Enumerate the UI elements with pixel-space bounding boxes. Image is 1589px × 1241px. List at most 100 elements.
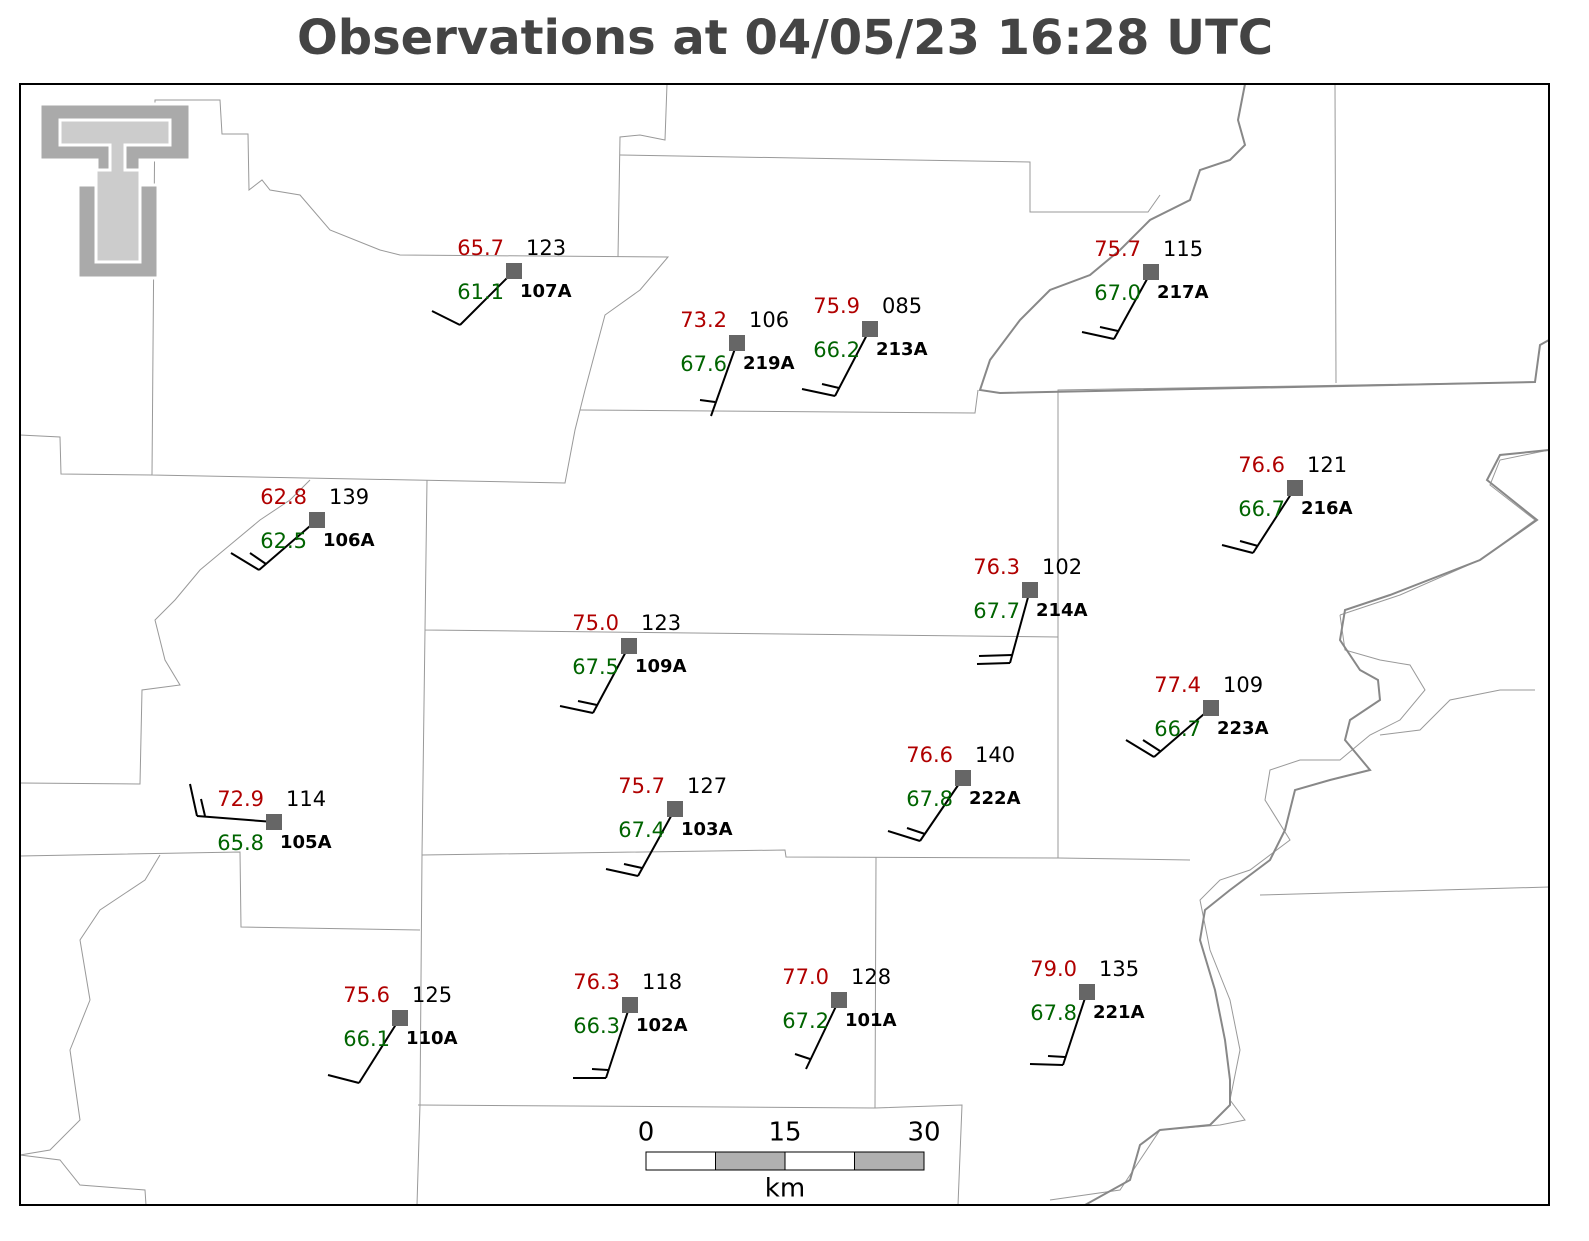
temperature: 79.0	[1030, 957, 1077, 981]
pressure: 106	[749, 308, 789, 332]
dewpoint: 67.8	[1030, 1001, 1077, 1025]
dewpoint: 66.7	[1238, 497, 1285, 521]
wind-barb	[605, 868, 639, 877]
pressure: 123	[641, 611, 681, 635]
wind-barb	[623, 863, 643, 869]
wind-staff	[605, 1004, 631, 1079]
temperature: 75.7	[1094, 237, 1141, 261]
scale-tick-label: 30	[907, 1118, 940, 1148]
station-marker	[955, 770, 971, 786]
station-id: 106A	[323, 530, 375, 551]
pressure: 121	[1307, 453, 1347, 477]
dewpoint: 67.5	[572, 655, 619, 679]
dewpoint: 67.4	[618, 818, 665, 842]
wind-barb	[200, 798, 206, 817]
wind-staff	[1062, 991, 1088, 1066]
map-frame	[19, 83, 1550, 1206]
wind-staff	[1009, 589, 1031, 664]
pressure: 140	[975, 743, 1015, 767]
temperature: 77.0	[782, 965, 829, 989]
pressure: 123	[526, 236, 566, 260]
station-id: 213A	[876, 339, 928, 360]
station-id: 107A	[520, 281, 572, 302]
wind-staff	[258, 519, 318, 571]
dewpoint: 67.2	[782, 1009, 829, 1033]
wind-staff	[805, 999, 840, 1070]
wind-barb	[1142, 739, 1161, 752]
station-marker	[266, 814, 282, 830]
dewpoint: 65.8	[217, 831, 264, 855]
map-title: Observations at 04/05/23 16:28 UTC	[297, 10, 1273, 66]
scale-unit: km	[765, 1174, 805, 1204]
wind-barb	[189, 783, 198, 817]
wind-barb	[976, 662, 1011, 665]
station-marker	[621, 638, 637, 654]
temperature: 75.6	[343, 983, 390, 1007]
station-marker	[1203, 700, 1219, 716]
station-marker	[1143, 264, 1159, 280]
wind-barb	[887, 830, 921, 842]
station-id: 216A	[1301, 498, 1353, 519]
dewpoint: 67.0	[1094, 281, 1141, 305]
temperature: 72.9	[217, 787, 264, 811]
pressure: 085	[882, 294, 922, 318]
pressure: 125	[412, 983, 452, 1007]
scale-segment	[854, 1151, 925, 1171]
wind-barb	[577, 700, 598, 706]
wind-barb	[699, 399, 716, 403]
dewpoint: 66.2	[813, 338, 860, 362]
station-id: 217A	[1157, 282, 1209, 303]
wind-barb	[821, 383, 840, 389]
wind-staff	[834, 328, 871, 397]
wind-barb	[978, 654, 1013, 657]
wind-staff	[710, 342, 738, 417]
station-id: 222A	[969, 788, 1021, 809]
wind-barb	[559, 705, 594, 714]
temperature: 76.6	[906, 743, 953, 767]
station-marker	[506, 263, 522, 279]
wind-staff	[358, 1017, 401, 1084]
wind-barb	[1081, 331, 1115, 340]
pressure: 109	[1223, 673, 1263, 697]
wind-barb	[906, 827, 926, 835]
scale-segment	[715, 1151, 786, 1171]
temperature: 77.4	[1154, 673, 1201, 697]
wind-staff	[196, 815, 275, 823]
dewpoint: 67.8	[906, 787, 953, 811]
pressure: 118	[642, 970, 682, 994]
temperature: 76.3	[573, 970, 620, 994]
pressure: 127	[687, 774, 727, 798]
station-id: 214A	[1036, 600, 1088, 621]
wind-staff	[637, 808, 676, 877]
dewpoint: 66.7	[1154, 717, 1201, 741]
wind-barb	[1125, 739, 1155, 758]
station-id: 101A	[845, 1010, 897, 1031]
wind-staff	[592, 645, 630, 714]
wind-barb	[591, 1068, 609, 1071]
wind-barb	[801, 388, 836, 397]
wind-barb	[431, 310, 461, 326]
pressure: 135	[1099, 957, 1139, 981]
station-marker	[729, 335, 745, 351]
dewpoint: 62.5	[260, 529, 307, 553]
station-marker	[1287, 480, 1303, 496]
wind-staff	[1113, 271, 1152, 340]
dewpoint: 66.1	[343, 1027, 390, 1051]
wind-barb	[1029, 1063, 1064, 1066]
temperature: 76.3	[973, 555, 1020, 579]
temperature: 75.7	[618, 774, 665, 798]
station-id: 103A	[681, 819, 733, 840]
station-id: 110A	[406, 1028, 458, 1049]
scale-segment	[645, 1151, 716, 1171]
scale-tick-label: 0	[638, 1118, 655, 1148]
station-marker	[309, 512, 325, 528]
station-marker	[392, 1010, 408, 1026]
wind-barb	[1047, 1055, 1066, 1058]
wind-barb	[1239, 540, 1259, 547]
pressure: 115	[1163, 237, 1203, 261]
temperature: 75.9	[813, 294, 860, 318]
station-marker	[622, 997, 638, 1013]
dewpoint: 66.3	[573, 1014, 620, 1038]
dewpoint: 61.1	[457, 280, 504, 304]
